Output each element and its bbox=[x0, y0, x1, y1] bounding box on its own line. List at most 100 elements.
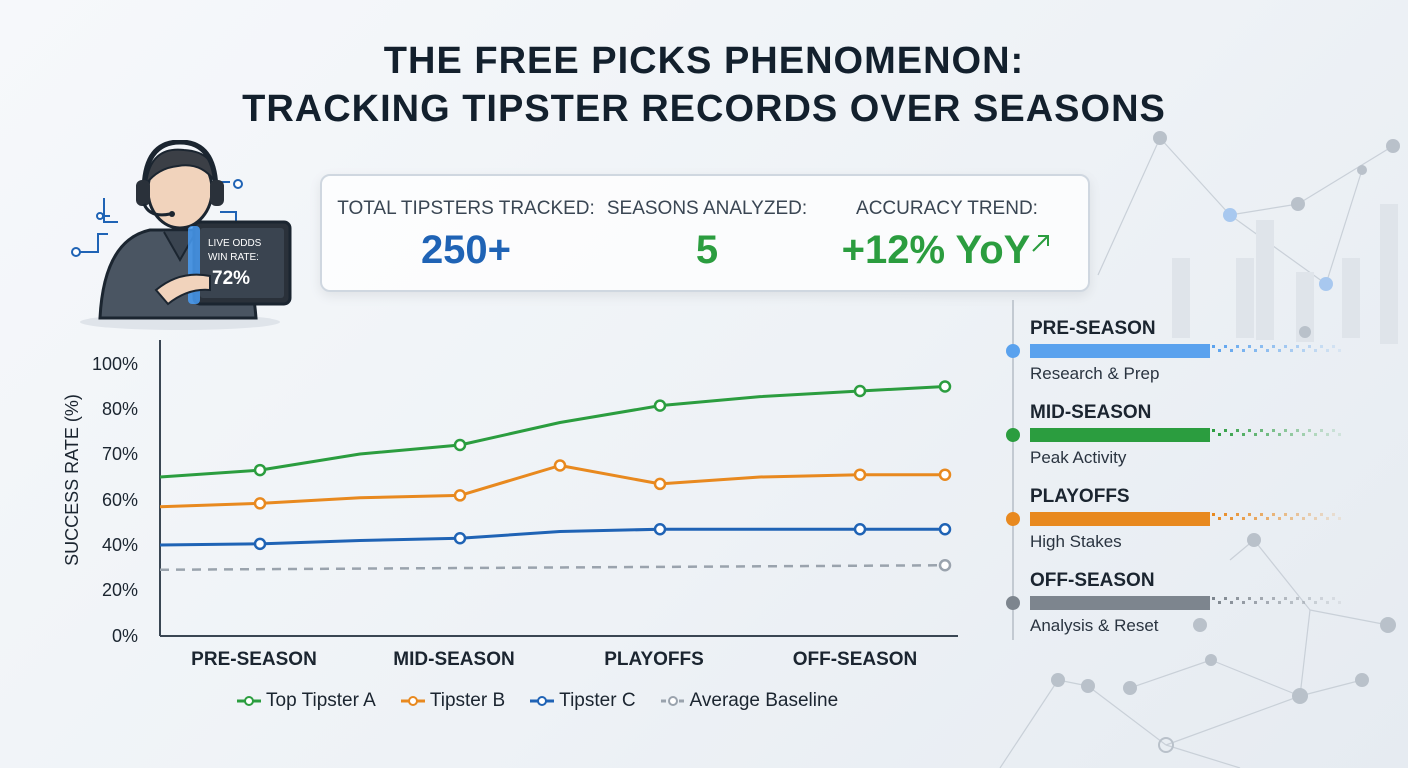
tipster-illustration: LIVE ODDS WIN RATE: 72% bbox=[71, 140, 292, 330]
phase-bar-dot bbox=[1224, 513, 1227, 516]
phase-bar-dot bbox=[1230, 433, 1233, 436]
stat-seasons-label: SEASONS ANALYZED: bbox=[606, 198, 808, 219]
phase-bar-dot bbox=[1284, 345, 1287, 348]
phase-bar-dot bbox=[1236, 597, 1239, 600]
phase-bar bbox=[1030, 512, 1210, 526]
phase-bar bbox=[1030, 596, 1210, 610]
phase-bar-dot bbox=[1242, 349, 1245, 352]
stat-accuracy-trend: ACCURACY TREND: +12% YoY bbox=[822, 176, 1072, 273]
phase-bar-dot bbox=[1296, 429, 1299, 432]
phase-bar-dot bbox=[1230, 349, 1233, 352]
x-category-label: PRE-SEASON bbox=[191, 649, 317, 670]
chart-legend: Top Tipster A Tipster B Tipster C Average B… bbox=[236, 690, 838, 712]
series-point bbox=[653, 477, 667, 491]
y-tick-label: 60% bbox=[102, 490, 138, 510]
phase-bar-dot bbox=[1296, 513, 1299, 516]
phase-bar-dot bbox=[1290, 433, 1293, 436]
phase-bar-dot bbox=[1326, 601, 1329, 604]
series-point bbox=[938, 523, 952, 536]
phase-bar-dot bbox=[1218, 433, 1221, 436]
phase-bar-dot bbox=[1302, 517, 1305, 520]
phase-bar-dot bbox=[1272, 597, 1275, 600]
phase-bar-dot bbox=[1320, 345, 1323, 348]
phase-dot bbox=[1006, 428, 1020, 442]
phase-bar-dot bbox=[1260, 429, 1263, 432]
phase-bar-dot bbox=[1236, 513, 1239, 516]
phase-bar-dot bbox=[1230, 601, 1233, 604]
series-point bbox=[853, 468, 867, 481]
phase-dot bbox=[1006, 596, 1020, 610]
phase-bar-dot bbox=[1248, 513, 1251, 516]
phase-bar-dot bbox=[1338, 517, 1341, 520]
chart-series bbox=[159, 380, 952, 572]
series-point bbox=[653, 523, 667, 536]
phase-bar-dot bbox=[1284, 513, 1287, 516]
phase-bar-dot bbox=[1314, 517, 1317, 520]
phase-title: MID-SEASON bbox=[1030, 402, 1151, 423]
phase-bar-dot bbox=[1248, 597, 1251, 600]
series-point bbox=[938, 559, 952, 572]
chart-axes bbox=[159, 340, 958, 637]
phase-bar-dot bbox=[1338, 601, 1341, 604]
phase-bar bbox=[1030, 344, 1210, 358]
chart-y-ticks: 0% 20% 40% 60% 70% 80% 100% bbox=[92, 354, 138, 646]
phase-bar-dot bbox=[1278, 433, 1281, 436]
phase-bar-dot bbox=[1332, 429, 1335, 432]
series-point bbox=[853, 523, 867, 536]
phase-bar-dot bbox=[1332, 345, 1335, 348]
legend-label: Top Tipster A bbox=[266, 690, 376, 711]
phase-bar-dot bbox=[1332, 597, 1335, 600]
phase-bar-dot bbox=[1272, 429, 1275, 432]
series-point bbox=[653, 399, 667, 412]
phase-bar-dot bbox=[1254, 433, 1257, 436]
phase-bar-dot bbox=[1248, 429, 1251, 432]
series-line bbox=[159, 385, 946, 479]
legend-label: Average Baseline bbox=[689, 690, 839, 711]
phase-bar-dot bbox=[1218, 349, 1221, 352]
phase-subtitle: Analysis & Reset bbox=[1030, 616, 1159, 635]
phase-bar-dot bbox=[1314, 601, 1317, 604]
phase-bar-dot bbox=[1272, 345, 1275, 348]
screen-value: 72% bbox=[212, 268, 250, 289]
screen-line-2: WIN RATE: bbox=[208, 252, 259, 263]
phase-bar-dot bbox=[1308, 513, 1311, 516]
phase-bar-dot bbox=[1236, 429, 1239, 432]
stat-trend-row: +12% YoY bbox=[822, 228, 1072, 273]
stat-total-tipsters: TOTAL TIPSTERS TRACKED: 250+ bbox=[336, 176, 596, 273]
series-point bbox=[453, 489, 467, 502]
y-tick-label: 100% bbox=[92, 354, 138, 374]
stat-trend-value: +12% YoY bbox=[841, 228, 1031, 272]
x-category-label: OFF-SEASON bbox=[793, 649, 918, 670]
phase-subtitle: Research & Prep bbox=[1030, 364, 1159, 383]
series-line bbox=[159, 564, 946, 571]
phase-dot bbox=[1006, 344, 1020, 358]
y-tick-label: 80% bbox=[102, 399, 138, 419]
y-tick-label: 20% bbox=[102, 580, 138, 600]
phase-bar-dot bbox=[1284, 429, 1287, 432]
y-axis-label: SUCCESS RATE (%) bbox=[62, 394, 82, 566]
legend-item: Average Baseline bbox=[660, 690, 839, 712]
legend-item: Tipster C bbox=[529, 690, 636, 712]
title-line-1: THE FREE PICKS PHENOMENON: bbox=[383, 40, 1025, 82]
phase-title: OFF-SEASON bbox=[1030, 570, 1155, 591]
phase-subtitle: High Stakes bbox=[1030, 532, 1122, 551]
phase-bar-dot bbox=[1212, 597, 1215, 600]
phase-bar-dot bbox=[1302, 433, 1305, 436]
phase-bar-dot bbox=[1338, 349, 1341, 352]
phase-bar-dot bbox=[1266, 433, 1269, 436]
arrow-up-right-icon bbox=[1032, 235, 1050, 252]
phase-bar-dot bbox=[1338, 433, 1341, 436]
phase-bar-dot bbox=[1224, 597, 1227, 600]
phase-bar-dot bbox=[1320, 513, 1323, 516]
phase-bar-dot bbox=[1302, 601, 1305, 604]
series-point bbox=[253, 497, 267, 510]
phase-bar-dot bbox=[1212, 513, 1215, 516]
phase-bar-dot bbox=[1296, 597, 1299, 600]
phase-bar-dot bbox=[1260, 597, 1263, 600]
phase-title: PRE-SEASON bbox=[1030, 318, 1156, 339]
stat-seasons: SEASONS ANALYZED: 5 bbox=[602, 176, 812, 273]
phase-bar-dot bbox=[1314, 349, 1317, 352]
stat-total-value: 250+ bbox=[420, 228, 512, 272]
phase-bar-dot bbox=[1224, 429, 1227, 432]
